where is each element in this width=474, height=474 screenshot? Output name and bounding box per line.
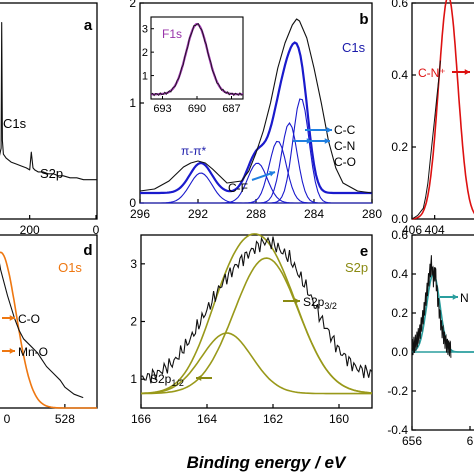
panel-f-frame [411, 234, 474, 431]
inset-spectrum [150, 23, 244, 97]
panel-e-xtick: 164 [197, 412, 217, 426]
panel-c-ytick: 0.0 [391, 212, 408, 226]
panel-e-xtick: 160 [329, 412, 349, 426]
panel-d-co-label: C-O [18, 312, 40, 326]
panel-f-ytick: 0.0 [391, 345, 408, 359]
panel-e-ytick: 3 [130, 257, 137, 271]
panel-c-ytick: 0.6 [391, 0, 408, 10]
panel-a-frame [0, 2, 98, 220]
panel-b-co-label: C-O [334, 155, 356, 169]
panel-e-s2p12-arrow-head [196, 375, 202, 381]
panel-b: 296 292 288 284 280 0 1 2 b C1s π-π* C-F C-C C-N C-O 69… [129, 0, 382, 221]
panel-a-label: a [84, 17, 93, 34]
panel-b-xtick: 296 [130, 207, 150, 221]
panel-a-s2p-label: S2p [40, 166, 63, 181]
panel-d-spectrum [0, 263, 84, 399]
panel-f-ytick: 0.2 [391, 306, 408, 320]
panel-b-envelope [140, 41, 372, 195]
panel-c-cn-label: C-N⁺ [418, 66, 446, 80]
panel-d-mno-label: Mn-O [18, 345, 48, 359]
panel-e-s2p12-label: S2p1/2 [150, 372, 184, 388]
panel-d-xtick: 528 [55, 412, 75, 426]
panel-e-ytick: 1 [130, 372, 137, 386]
panel-c-spectrum [411, 60, 441, 220]
inset-frame [150, 16, 244, 100]
panel-b-xtick: 280 [362, 207, 382, 221]
panel-e-s2p32-arrow-head [294, 298, 300, 304]
panel-f-spectrum [411, 255, 452, 358]
panel-b-cf-label: C-F [228, 181, 248, 195]
panel-c-fit [412, 0, 474, 220]
panel-b-cc-arrow-head [326, 127, 332, 133]
panel-e-ytick: 2 [130, 315, 137, 329]
panel-b-ytick: 0 [129, 196, 136, 210]
panel-f-n-label: N [460, 291, 469, 305]
panel-e-spectrum [140, 236, 373, 384]
panel-a-spectrum [0, 22, 97, 181]
panel-c-ytick: 0.2 [391, 140, 408, 154]
panel-f: 656 6 -0.4 -0.2 0.0 0.2 0.4 0.6 N [387, 228, 474, 448]
panel-e-s2p32-peak [141, 257, 373, 395]
panel-e-s2p32-subscript: 3/2 [324, 301, 337, 311]
inset-ytick: 1 [142, 71, 148, 83]
panel-b-ytick: 2 [129, 0, 136, 10]
panel-b-xtick: 292 [188, 207, 208, 221]
panel-e-xtick: 166 [131, 412, 151, 426]
panel-b-component-peak [140, 98, 372, 204]
panel-e-envelope [140, 233, 373, 395]
inset-xtick: 690 [188, 103, 206, 115]
panel-d-mno-arrow-head [9, 348, 15, 354]
panel-a: 200 0 a C1s S2p [0, 2, 100, 237]
panel-f-xtick: 6 [467, 434, 474, 448]
panel-e-title: S2p [345, 260, 368, 275]
panel-f-ytick: -0.4 [387, 423, 408, 437]
panel-c: 406 404 0.0 0.2 0.4 0.6 C-N⁺ [391, 0, 474, 237]
panel-e-s2p12-peak [140, 332, 372, 395]
panel-f-n-arrow-head [452, 294, 458, 300]
panel-e-xtick: 162 [263, 412, 283, 426]
panel-d-label: d [83, 242, 92, 259]
panel-f-ytick: 0.6 [391, 228, 408, 242]
panel-e-label: e [360, 243, 368, 260]
panel-b-cf-arrow-head [269, 171, 275, 177]
inset-title: F1s [162, 27, 182, 41]
inset-xtick: 687 [222, 103, 240, 115]
panel-b-cc-label: C-C [334, 123, 356, 137]
panel-b-component-peak [140, 162, 372, 204]
x-axis-label: Binding energy / eV [187, 453, 347, 472]
panel-a-xtick: 200 [20, 223, 40, 237]
panel-c-xtick: 406 [402, 223, 422, 237]
panel-b-xtick: 284 [304, 207, 324, 221]
panel-b-label: b [359, 11, 368, 28]
panel-c-xtick: 404 [425, 223, 445, 237]
panel-f-ytick: -0.2 [387, 384, 408, 398]
panel-b-title: C1s [342, 40, 366, 55]
panel-d-xtick-partial: 0 [4, 412, 11, 426]
panel-c-ytick: 0.4 [391, 68, 408, 82]
panel-d-co-arrow-head [9, 315, 15, 321]
panel-f-ytick: 0.4 [391, 267, 408, 281]
panel-e-s2p32-label: S2p3/2 [303, 295, 337, 311]
panel-f-xtick: 656 [402, 434, 422, 448]
panel-b-cn-label: C-N [334, 139, 355, 153]
panel-d-frame [0, 234, 98, 409]
panel-a-xtick: 0 [93, 223, 100, 237]
panel-b-xtick: 288 [246, 207, 266, 221]
panel-e-s2p12-subscript: 1/2 [171, 378, 184, 388]
inset-ytick: 3 [142, 24, 148, 36]
inset-ytick: 2 [142, 47, 148, 59]
panel-c-cn-arrow-head [464, 69, 470, 75]
panel-b-spectrum [139, 18, 373, 194]
panel-d-fit [0, 251, 97, 409]
panel-b-co-arrow-head [324, 138, 330, 144]
panel-b-ytick: 1 [129, 96, 136, 110]
panel-b-pipi-label: π-π* [181, 144, 207, 158]
panel-d-title: O1s [58, 260, 82, 275]
panel-a-c1s-label: C1s [3, 116, 27, 131]
inset-xtick: 693 [153, 103, 171, 115]
